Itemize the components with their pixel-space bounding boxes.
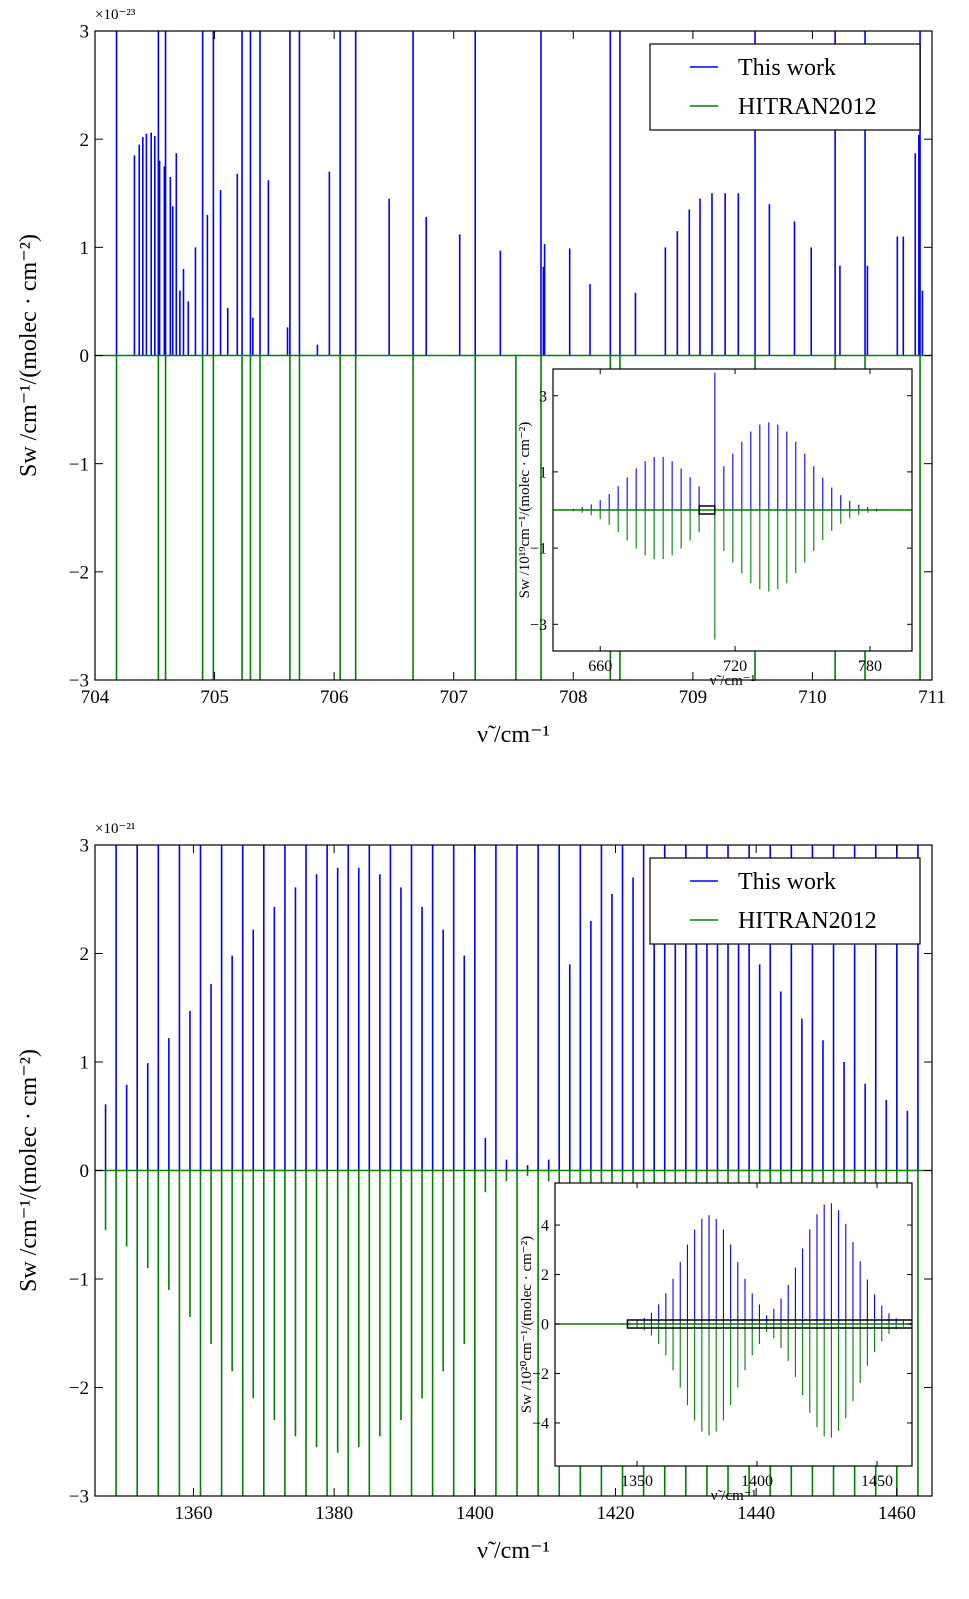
y-tick-label: 2 bbox=[80, 130, 90, 151]
legend-label: HITRAN2012 bbox=[738, 908, 877, 934]
x-tick-label: 708 bbox=[559, 687, 588, 708]
x-tick-label: 660 bbox=[588, 658, 612, 675]
offset-text: ×10⁻²¹ bbox=[95, 821, 135, 837]
x-axis-label: ν̃ /cm⁻¹ bbox=[711, 1488, 756, 1504]
y-tick-label: −4 bbox=[532, 1416, 549, 1433]
x-tick-label: 1450 bbox=[861, 1473, 893, 1490]
y-tick-label: 3 bbox=[539, 388, 547, 405]
y-tick-label: −1 bbox=[530, 541, 547, 558]
x-tick-label: 710 bbox=[798, 687, 827, 708]
y-tick-label: −1 bbox=[69, 1270, 89, 1291]
x-tick-label: 707 bbox=[439, 687, 468, 708]
offset-text: ×10⁻²³ bbox=[95, 7, 136, 23]
y-tick-label: 1 bbox=[80, 1053, 90, 1074]
x-tick-label: 780 bbox=[858, 658, 882, 675]
axes-frame bbox=[552, 368, 913, 652]
y-tick-label: 1 bbox=[80, 238, 90, 259]
y-tick-label: −3 bbox=[69, 1487, 89, 1508]
y-tick-label: −3 bbox=[69, 671, 89, 692]
legend-box bbox=[649, 43, 921, 131]
x-tick-label: 1440 bbox=[737, 1503, 775, 1524]
x-tick-label: 1360 bbox=[174, 1503, 212, 1524]
x-tick-label: 1420 bbox=[596, 1503, 634, 1524]
plot-area bbox=[95, 31, 932, 680]
y-tick-label: 4 bbox=[541, 1218, 549, 1235]
y-tick-label: −1 bbox=[69, 454, 89, 475]
x-axis-label: ν̃ /cm⁻¹ bbox=[477, 722, 550, 748]
y-tick-label: 2 bbox=[541, 1267, 549, 1284]
y-tick-label: −3 bbox=[530, 617, 547, 634]
y-tick-label: 1 bbox=[539, 464, 547, 481]
x-tick-label: 711 bbox=[918, 687, 946, 708]
y-tick-label: −2 bbox=[532, 1366, 549, 1383]
x-tick-label: 709 bbox=[679, 687, 708, 708]
zoom-region bbox=[698, 505, 716, 515]
y-tick-label: 0 bbox=[80, 1161, 90, 1182]
y-tick-label: 0 bbox=[541, 1317, 549, 1334]
y-tick-label: 2 bbox=[80, 944, 90, 965]
y-tick-label: −2 bbox=[69, 562, 89, 583]
x-tick-label: 1460 bbox=[878, 1503, 916, 1524]
x-tick-label: 1400 bbox=[741, 1473, 773, 1490]
legend-box bbox=[649, 857, 921, 945]
x-tick-label: 720 bbox=[723, 658, 747, 675]
legend-label: HITRAN2012 bbox=[738, 94, 877, 120]
y-axis-label: Sw /cm⁻¹/(molec · cm⁻²) bbox=[16, 234, 42, 477]
y-tick-label: 3 bbox=[80, 836, 90, 857]
y-axis-label: Sw /10²⁰cm⁻¹/(molec · cm⁻²) bbox=[519, 1236, 535, 1413]
x-tick-label: 1400 bbox=[456, 1503, 494, 1524]
plot-area bbox=[555, 1203, 912, 1438]
y-tick-label: 3 bbox=[80, 22, 90, 43]
y-tick-label: −2 bbox=[69, 1378, 89, 1399]
y-axis-label: Sw /cm⁻¹/(molec · cm⁻²) bbox=[16, 1049, 42, 1292]
x-tick-label: 705 bbox=[200, 687, 229, 708]
x-tick-label: 706 bbox=[320, 687, 349, 708]
x-tick-label: 704 bbox=[81, 687, 110, 708]
x-tick-label: 1380 bbox=[315, 1503, 353, 1524]
x-axis-label: ν̃ /cm⁻¹ bbox=[710, 673, 755, 689]
legend-label: This work bbox=[738, 869, 836, 895]
zoom-region bbox=[626, 1319, 912, 1329]
x-axis-label: ν̃ /cm⁻¹ bbox=[477, 1538, 550, 1564]
y-tick-label: 0 bbox=[80, 346, 90, 367]
plot-area bbox=[553, 372, 912, 640]
x-tick-label: 1350 bbox=[621, 1473, 653, 1490]
legend-label: This work bbox=[738, 55, 836, 81]
y-axis-label: Sw /10¹⁹cm⁻¹/(molec · cm⁻²) bbox=[517, 422, 533, 599]
